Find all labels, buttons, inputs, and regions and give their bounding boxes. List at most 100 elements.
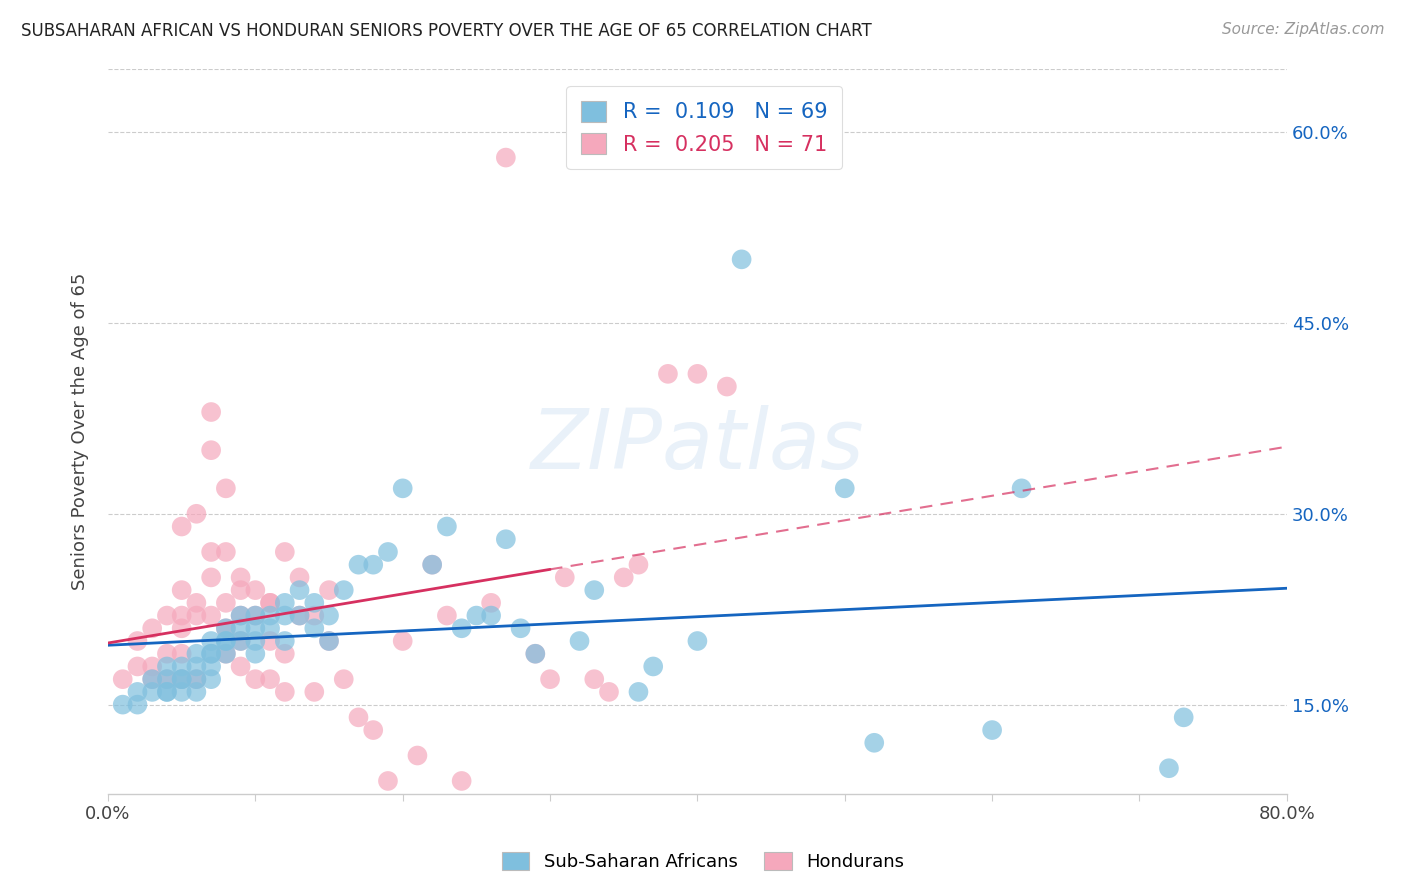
Point xyxy=(156,685,179,699)
Point xyxy=(730,252,752,267)
Point xyxy=(141,685,163,699)
Point xyxy=(215,481,238,495)
Point xyxy=(259,634,281,648)
Point xyxy=(288,608,311,623)
Point xyxy=(391,634,413,648)
Point xyxy=(495,151,517,165)
Point xyxy=(156,672,179,686)
Point xyxy=(377,774,399,789)
Point xyxy=(361,558,384,572)
Point xyxy=(200,545,222,559)
Point xyxy=(215,621,238,635)
Point xyxy=(245,634,267,648)
Point xyxy=(170,583,193,598)
Point xyxy=(245,621,267,635)
Point xyxy=(465,608,488,623)
Point xyxy=(127,698,149,712)
Point xyxy=(170,519,193,533)
Point xyxy=(274,596,297,610)
Point xyxy=(186,647,208,661)
Point xyxy=(170,659,193,673)
Point xyxy=(436,608,458,623)
Point xyxy=(657,367,679,381)
Point xyxy=(111,698,134,712)
Point xyxy=(156,608,179,623)
Point xyxy=(141,672,163,686)
Point xyxy=(643,659,665,673)
Text: SUBSAHARAN AFRICAN VS HONDURAN SENIORS POVERTY OVER THE AGE OF 65 CORRELATION CH: SUBSAHARAN AFRICAN VS HONDURAN SENIORS P… xyxy=(21,22,872,40)
Point xyxy=(200,659,222,673)
Point xyxy=(245,647,267,661)
Y-axis label: Seniors Poverty Over the Age of 65: Seniors Poverty Over the Age of 65 xyxy=(72,272,89,590)
Point xyxy=(304,685,326,699)
Point xyxy=(200,443,222,458)
Point xyxy=(170,672,193,686)
Point xyxy=(229,570,252,584)
Point xyxy=(186,672,208,686)
Point xyxy=(436,519,458,533)
Point xyxy=(583,672,606,686)
Point xyxy=(245,608,267,623)
Point xyxy=(259,621,281,635)
Point xyxy=(288,583,311,598)
Point xyxy=(274,685,297,699)
Point xyxy=(200,672,222,686)
Point xyxy=(420,558,443,572)
Point xyxy=(347,710,370,724)
Point xyxy=(229,608,252,623)
Point xyxy=(391,481,413,495)
Point xyxy=(1173,710,1195,724)
Point xyxy=(200,647,222,661)
Point xyxy=(318,608,340,623)
Point xyxy=(156,672,179,686)
Point xyxy=(716,379,738,393)
Legend: R =  0.109   N = 69, R =  0.205   N = 71: R = 0.109 N = 69, R = 0.205 N = 71 xyxy=(567,87,842,169)
Point xyxy=(304,621,326,635)
Point xyxy=(200,634,222,648)
Point xyxy=(627,558,650,572)
Point xyxy=(170,672,193,686)
Point xyxy=(229,608,252,623)
Point xyxy=(450,621,472,635)
Point xyxy=(215,545,238,559)
Point xyxy=(318,583,340,598)
Point xyxy=(127,659,149,673)
Point xyxy=(259,596,281,610)
Point xyxy=(377,545,399,559)
Point xyxy=(215,647,238,661)
Point xyxy=(186,685,208,699)
Point xyxy=(200,405,222,419)
Point xyxy=(170,685,193,699)
Point xyxy=(229,659,252,673)
Point xyxy=(1011,481,1033,495)
Point xyxy=(186,608,208,623)
Point xyxy=(156,647,179,661)
Point xyxy=(1157,761,1180,775)
Point xyxy=(274,647,297,661)
Legend: Sub-Saharan Africans, Hondurans: Sub-Saharan Africans, Hondurans xyxy=(495,845,911,879)
Point xyxy=(229,634,252,648)
Point xyxy=(170,621,193,635)
Text: Source: ZipAtlas.com: Source: ZipAtlas.com xyxy=(1222,22,1385,37)
Point xyxy=(288,608,311,623)
Point xyxy=(627,685,650,699)
Point xyxy=(479,608,502,623)
Point xyxy=(274,545,297,559)
Point xyxy=(304,608,326,623)
Point xyxy=(598,685,620,699)
Point xyxy=(229,583,252,598)
Point xyxy=(686,634,709,648)
Point xyxy=(215,634,238,648)
Point xyxy=(156,659,179,673)
Point xyxy=(479,596,502,610)
Point xyxy=(111,672,134,686)
Point xyxy=(450,774,472,789)
Point xyxy=(274,634,297,648)
Point xyxy=(495,533,517,547)
Point xyxy=(304,596,326,610)
Point xyxy=(141,621,163,635)
Point xyxy=(186,672,208,686)
Point xyxy=(200,647,222,661)
Point xyxy=(332,583,354,598)
Point xyxy=(686,367,709,381)
